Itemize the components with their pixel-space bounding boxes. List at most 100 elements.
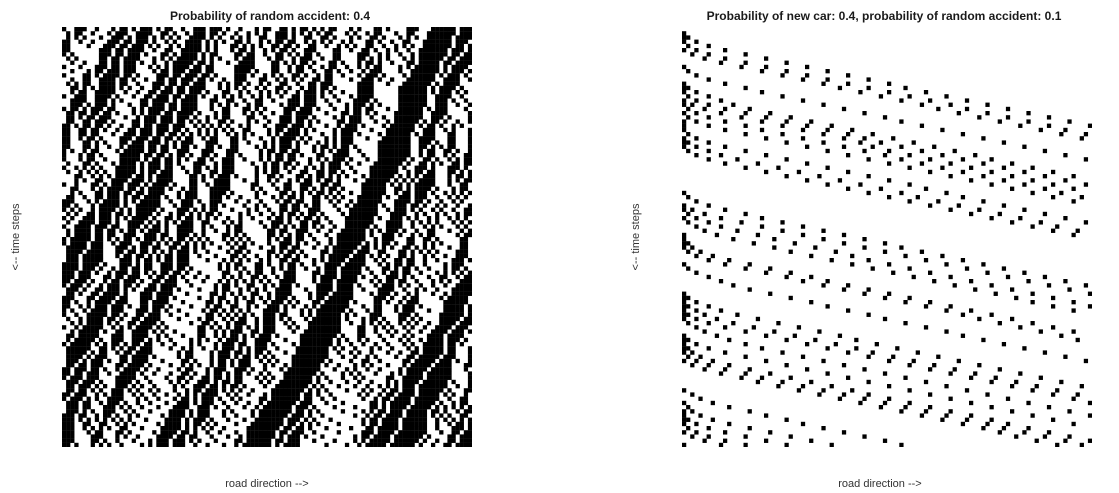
car-cell (394, 186, 399, 191)
car-cell (303, 333, 309, 338)
car-cell (353, 367, 358, 372)
car-cell (250, 409, 255, 414)
car-cell (275, 132, 280, 137)
car-cell (291, 266, 296, 271)
car-cell (217, 178, 223, 183)
car-cell (144, 245, 149, 250)
car-cell (86, 379, 91, 385)
car-cell (185, 354, 190, 359)
car-cell (139, 27, 145, 32)
car-cell (353, 241, 358, 246)
car-cell (90, 308, 95, 313)
car-cell (78, 329, 83, 334)
car-cell (238, 379, 243, 385)
car-cell (398, 220, 403, 225)
car-cell (172, 98, 177, 103)
car-cell (164, 115, 169, 120)
car-cell (394, 132, 399, 137)
car-cell (209, 350, 214, 355)
car-cell (94, 396, 100, 401)
car-cell (193, 195, 198, 200)
car-cell (168, 186, 173, 191)
car-cell (205, 43, 210, 49)
car-cell (115, 253, 120, 259)
car-cell (78, 342, 83, 347)
car-cell (369, 279, 374, 284)
car-cell (254, 207, 259, 212)
car-cell (144, 270, 149, 275)
car-cell (451, 98, 456, 103)
car-cell (98, 220, 104, 225)
car-cell (86, 77, 91, 82)
car-cell (164, 308, 169, 313)
car-cell (226, 178, 231, 183)
car-cell (119, 300, 124, 305)
car-cell (271, 396, 276, 401)
car-cell (353, 123, 358, 128)
car-cell (127, 224, 132, 229)
car-cell (467, 35, 472, 40)
car-cell (226, 228, 231, 233)
car-cell (336, 232, 341, 238)
car-cell (443, 64, 448, 70)
car-cell (291, 358, 296, 364)
car-cell (279, 123, 284, 128)
car-cell (127, 388, 132, 393)
car-cell (185, 379, 190, 385)
car-cell (189, 48, 194, 53)
car-cell (70, 111, 75, 116)
car-cell (271, 283, 276, 288)
car-cell (139, 102, 145, 107)
car-cell (344, 224, 350, 229)
car-cell (262, 52, 268, 57)
car-cell (82, 333, 87, 338)
car-cell (308, 346, 313, 351)
car-cell (172, 132, 177, 137)
car-cell (209, 207, 214, 212)
car-cell (426, 333, 432, 338)
car-cell (279, 279, 284, 284)
car-cell (279, 405, 284, 410)
car-cell (390, 140, 395, 145)
car-cell (107, 220, 112, 225)
car-cell (172, 123, 177, 128)
car-cell (373, 304, 378, 309)
car-cell (119, 85, 124, 91)
car-cell (344, 237, 350, 242)
car-cell (66, 346, 71, 351)
car-cell (119, 262, 124, 267)
car-cell (127, 136, 132, 141)
car-cell (283, 199, 288, 204)
car-cell (336, 245, 341, 250)
car-cell (135, 216, 141, 221)
car-cell (271, 111, 276, 116)
car-cell (381, 337, 387, 343)
car-cell (86, 119, 91, 124)
car-cell (312, 325, 317, 330)
car-cell (144, 132, 149, 137)
car-cell (414, 27, 419, 32)
car-cell (103, 85, 108, 91)
car-cell (258, 371, 264, 376)
car-cell (328, 287, 333, 292)
car-cell (320, 174, 325, 179)
car-cell (451, 132, 456, 137)
car-cell (340, 39, 346, 44)
car-cell (123, 115, 128, 120)
car-cell (459, 405, 464, 410)
car-cell (283, 274, 288, 280)
car-cell (74, 409, 79, 414)
car-cell (291, 148, 296, 154)
car-cell (431, 253, 436, 259)
car-cell (385, 417, 391, 422)
car-cell (381, 186, 387, 191)
car-cell (201, 157, 206, 162)
car-cell (271, 73, 276, 78)
car-cell (381, 190, 387, 196)
car-cell (283, 136, 288, 141)
car-cell (82, 413, 87, 418)
car-cell (221, 384, 227, 389)
car-cell (353, 405, 358, 410)
car-cell (70, 308, 75, 313)
car-cell (107, 81, 112, 86)
